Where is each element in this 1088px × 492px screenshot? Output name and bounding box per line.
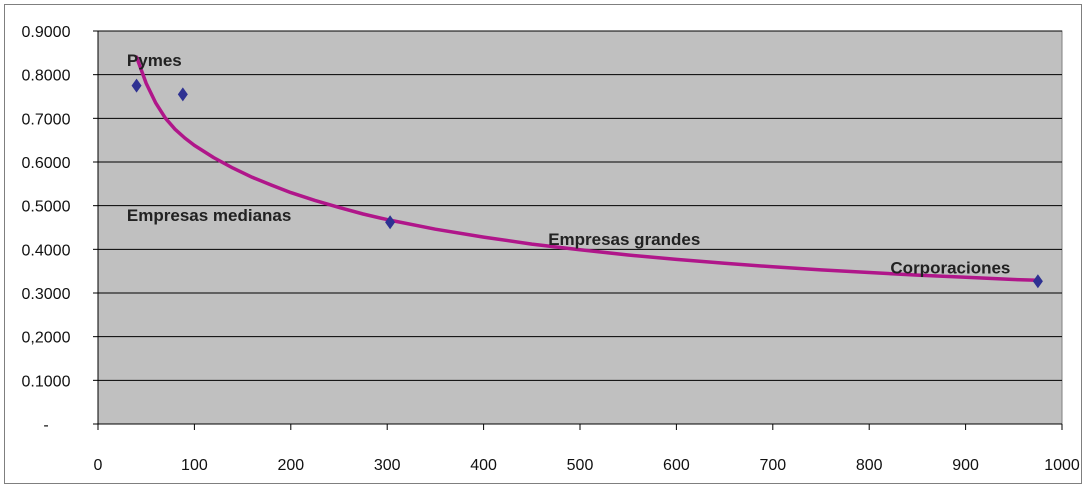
y-tick-label: 0.7000 bbox=[22, 111, 71, 128]
x-tick-label: 700 bbox=[759, 457, 786, 474]
annotation-label: Empresas grandes bbox=[548, 230, 700, 249]
data-point-diamond bbox=[131, 78, 142, 93]
y-tick-label: 0.4000 bbox=[22, 242, 71, 259]
x-tick-label: 600 bbox=[663, 457, 690, 474]
annotation-label: Empresas medianas bbox=[127, 206, 291, 225]
y-tick-label: - bbox=[43, 417, 48, 434]
y-tick-label: 0.8000 bbox=[22, 68, 71, 85]
annotation-label: Pymes bbox=[127, 51, 182, 70]
y-tick-label: 0.6000 bbox=[22, 155, 71, 172]
annotation-label: Corporaciones bbox=[890, 258, 1010, 277]
x-tick-label: 800 bbox=[856, 457, 883, 474]
y-tick-label: 0,2000 bbox=[22, 330, 71, 347]
data-point-diamond bbox=[385, 215, 396, 230]
plot-layer: - 0.1000 0,2000 0.3000 0.4000 0.5000 0.6000 0.7… bbox=[22, 24, 1080, 474]
y-tick-label: 0.9000 bbox=[22, 24, 71, 41]
data-point-diamond bbox=[1032, 274, 1043, 289]
x-tick-label: 900 bbox=[952, 457, 979, 474]
x-tick-label: 100 bbox=[181, 457, 208, 474]
y-tick-label: 0.5000 bbox=[22, 199, 71, 216]
y-tick-label: 0.3000 bbox=[22, 286, 71, 303]
x-tick-label: 300 bbox=[374, 457, 401, 474]
x-tick-label: 200 bbox=[277, 457, 304, 474]
y-tick-label: 0.1000 bbox=[22, 373, 71, 390]
data-point-diamond bbox=[177, 87, 188, 102]
x-tick-label: 1000 bbox=[1044, 457, 1080, 474]
x-tick-label: 0 bbox=[94, 457, 103, 474]
plot-area bbox=[97, 30, 1063, 425]
trendline bbox=[134, 55, 1040, 283]
x-tick-label: 400 bbox=[470, 457, 497, 474]
x-tick-label: 500 bbox=[567, 457, 594, 474]
